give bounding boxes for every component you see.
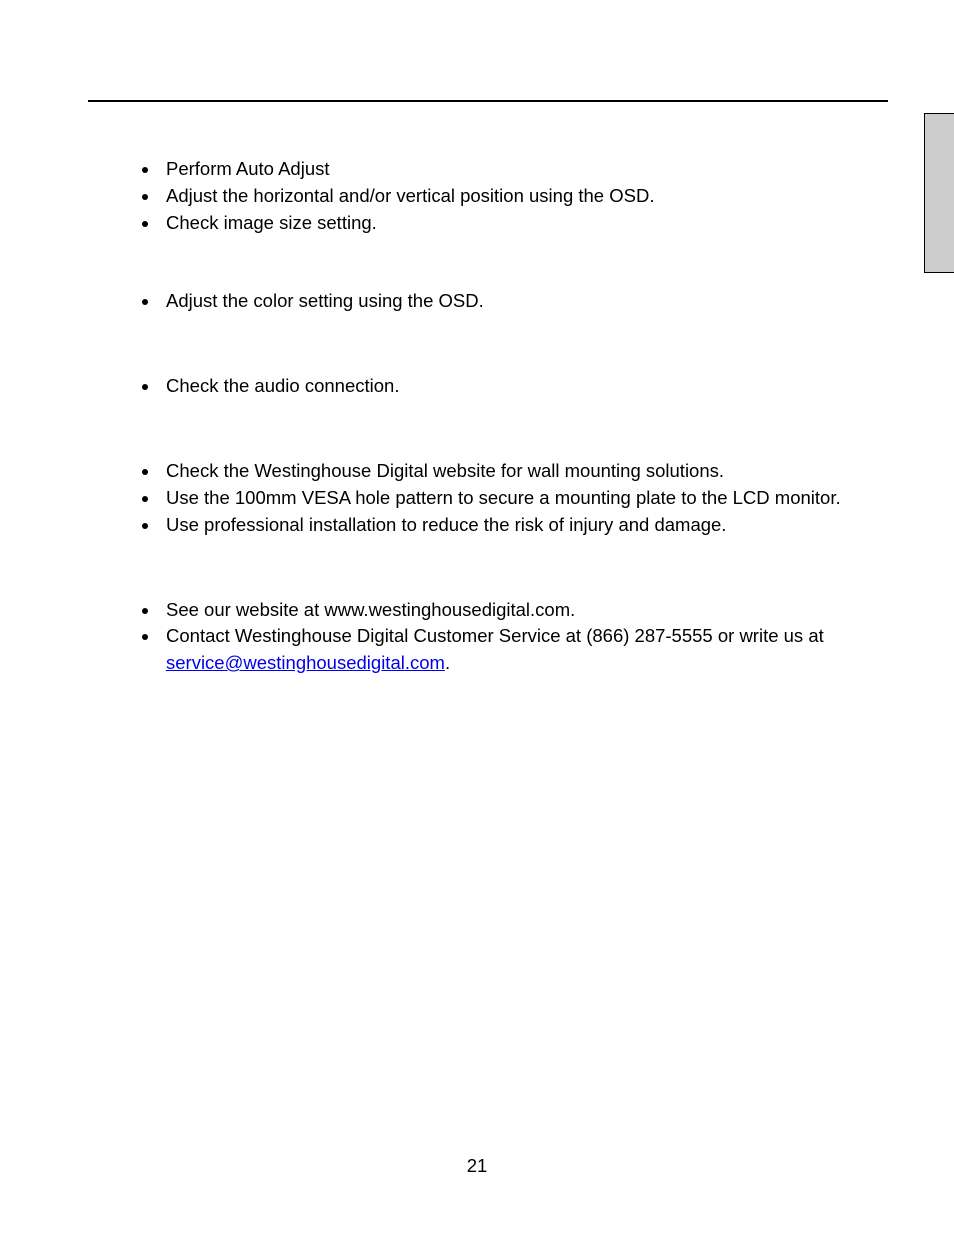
list-item: Use the 100mm VESA hole pattern to secur… [160,485,888,512]
list-item-text: Use the 100mm VESA hole pattern to secur… [166,487,841,508]
list-item: Adjust the color setting using the OSD. [160,288,888,315]
list-item-text: Perform Auto Adjust [166,158,330,179]
list-item: Use professional installation to reduce … [160,512,888,539]
bullet-group-1: Perform Auto Adjust Adjust the horizonta… [128,156,888,236]
page-number: 21 [0,1155,954,1177]
bullet-group-support: See our website at www.westinghousedigit… [128,597,888,677]
bullet-group-2: Adjust the color setting using the OSD. [128,288,888,315]
list-item: Contact Westinghouse Digital Customer Se… [160,623,888,677]
contact-text-suffix: . [445,652,450,673]
list-item: See our website at www.westinghousedigit… [160,597,888,624]
list-item: Adjust the horizontal and/or vertical po… [160,183,888,210]
support-email-link[interactable]: service@westinghousedigital.com [166,652,445,673]
body-content: Perform Auto Adjust Adjust the horizonta… [128,156,888,677]
list-item-text: Check the audio connection. [166,375,399,396]
header-rule [88,100,888,102]
list-item: Check image size setting. [160,210,888,237]
list-item-text: Check the Westinghouse Digital website f… [166,460,724,481]
contact-text-prefix: Contact Westinghouse Digital Customer Se… [166,625,824,646]
bullet-group-4: Check the Westinghouse Digital website f… [128,458,888,538]
list-item-text: Use professional installation to reduce … [166,514,726,535]
list-item-text: See our website at www.westinghousedigit… [166,599,575,620]
list-item-text: Adjust the horizontal and/or vertical po… [166,185,654,206]
list-item: Perform Auto Adjust [160,156,888,183]
list-item: Check the audio connection. [160,373,888,400]
side-tab [924,113,954,273]
list-item-text: Check image size setting. [166,212,377,233]
list-item-text: Adjust the color setting using the OSD. [166,290,484,311]
bullet-group-3: Check the audio connection. [128,373,888,400]
list-item: Check the Westinghouse Digital website f… [160,458,888,485]
document-page: Perform Auto Adjust Adjust the horizonta… [0,0,954,1235]
